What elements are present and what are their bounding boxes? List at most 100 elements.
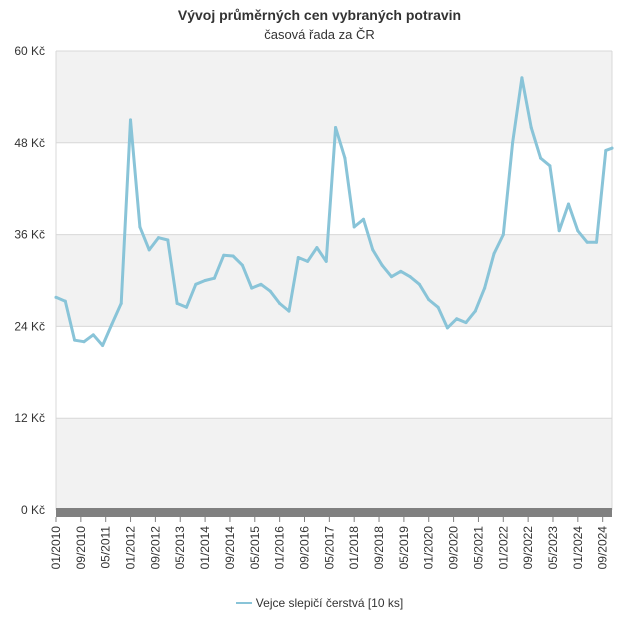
data-point [362, 217, 366, 221]
x-tick-label: 05/2019 [397, 526, 411, 570]
x-tick-label: 09/2014 [223, 526, 237, 570]
data-point [138, 225, 142, 229]
data-point [520, 76, 524, 80]
data-point [539, 156, 543, 160]
data-point [203, 279, 207, 282]
data-point [63, 299, 67, 303]
x-tick-label: 05/2017 [322, 526, 336, 570]
data-point [408, 275, 412, 279]
y-tick-label: 0 Kč [21, 503, 45, 517]
data-point [511, 141, 515, 145]
data-point [231, 254, 235, 258]
x-tick-label: 01/2014 [198, 526, 212, 570]
data-point [110, 322, 114, 326]
chart-title: Vývoj průměrných cen vybraných potravin [177, 7, 462, 23]
data-point [91, 333, 95, 337]
x-tick-label: 09/2022 [521, 526, 535, 570]
data-point [483, 286, 487, 290]
y-axis-labels: 0 Kč 12 Kč 24 Kč 36 Kč 48 Kč 60 Kč [14, 44, 45, 517]
x-tick-label: 01/2018 [347, 526, 361, 570]
x-tick-label: 05/2011 [99, 526, 113, 569]
x-tick-label: 01/2012 [124, 526, 138, 570]
data-point [212, 276, 216, 280]
data-point [473, 309, 477, 313]
data-point [324, 259, 328, 263]
legend[interactable]: Vejce slepičí čerstvá [10 ks] [0, 596, 639, 610]
data-point [157, 236, 161, 240]
legend-label: Vejce slepičí čerstvá [10 ks] [255, 596, 404, 610]
data-point [119, 301, 123, 305]
data-point [343, 156, 347, 160]
x-tick-label: 01/2010 [49, 526, 63, 570]
data-point [594, 240, 598, 244]
data-point [166, 238, 170, 242]
data-point [334, 126, 338, 129]
data-point [222, 253, 226, 257]
data-point [399, 269, 403, 273]
legend-swatch [235, 601, 252, 604]
data-point [101, 344, 105, 348]
x-tick-label: 01/2024 [571, 526, 585, 570]
y-tick-label: 24 Kč [14, 319, 45, 333]
data-point [371, 248, 375, 252]
x-tick-label: 09/2024 [596, 526, 610, 570]
data-point [548, 164, 552, 168]
data-point [529, 126, 533, 129]
plot-bands [56, 51, 612, 510]
y-tick-label: 60 Kč [14, 44, 45, 58]
data-point [250, 286, 254, 290]
x-tick-label: 01/2016 [273, 526, 287, 570]
data-point [268, 289, 272, 293]
plot-band [56, 234, 612, 327]
series-layer [54, 76, 614, 348]
data-point [455, 317, 459, 321]
x-tick-label: 09/2010 [74, 526, 88, 570]
data-point [436, 305, 440, 309]
y-tick-label: 12 Kč [14, 411, 45, 425]
chart-subtitle: časová řada za ČR [264, 27, 375, 42]
data-point [296, 256, 300, 260]
data-point [501, 233, 505, 237]
data-point [352, 225, 356, 229]
x-tick-label: 01/2022 [496, 526, 510, 570]
data-point [184, 305, 188, 309]
x-tick-label: 05/2015 [248, 526, 262, 570]
data-point [194, 282, 198, 286]
line-chart: 0 Kč 12 Kč 24 Kč 36 Kč 48 Kč 60 Kč 01/2010 09/… [14, 44, 614, 569]
data-point [492, 252, 496, 256]
data-point [278, 301, 282, 305]
gridlines [55, 50, 613, 517]
data-point [287, 309, 291, 313]
data-point [389, 275, 393, 279]
data-point [604, 148, 608, 152]
data-point [417, 282, 421, 286]
data-point [427, 298, 431, 302]
x-tick-label: 09/2016 [297, 526, 311, 570]
data-point [175, 301, 179, 305]
data-point [82, 340, 86, 344]
x-tick-label: 05/2013 [173, 526, 187, 570]
data-point [259, 282, 263, 286]
x-axis-labels: 01/2010 09/2010 05/2011 01/2012 09/2012 05/20… [49, 517, 610, 569]
data-point [54, 295, 58, 299]
data-point [147, 248, 151, 252]
data-point [380, 263, 384, 267]
data-point [610, 146, 614, 150]
x-tick-label: 09/2020 [447, 526, 461, 570]
x-tick-label: 09/2012 [148, 526, 162, 570]
data-point [557, 229, 561, 233]
data-point [129, 118, 133, 122]
data-point [73, 338, 77, 342]
plot-band [56, 418, 612, 510]
x-tick-label: 05/2023 [546, 526, 560, 570]
data-point [306, 259, 310, 263]
data-point [315, 246, 319, 250]
data-point [240, 263, 244, 267]
x-tick-label: 05/2021 [471, 526, 485, 570]
y-tick-label: 48 Kč [14, 136, 45, 150]
x-tick-label: 09/2018 [372, 526, 386, 570]
data-point [464, 321, 468, 325]
data-point [585, 240, 589, 244]
data-point [567, 202, 571, 206]
y-tick-label: 36 Kč [14, 228, 45, 242]
